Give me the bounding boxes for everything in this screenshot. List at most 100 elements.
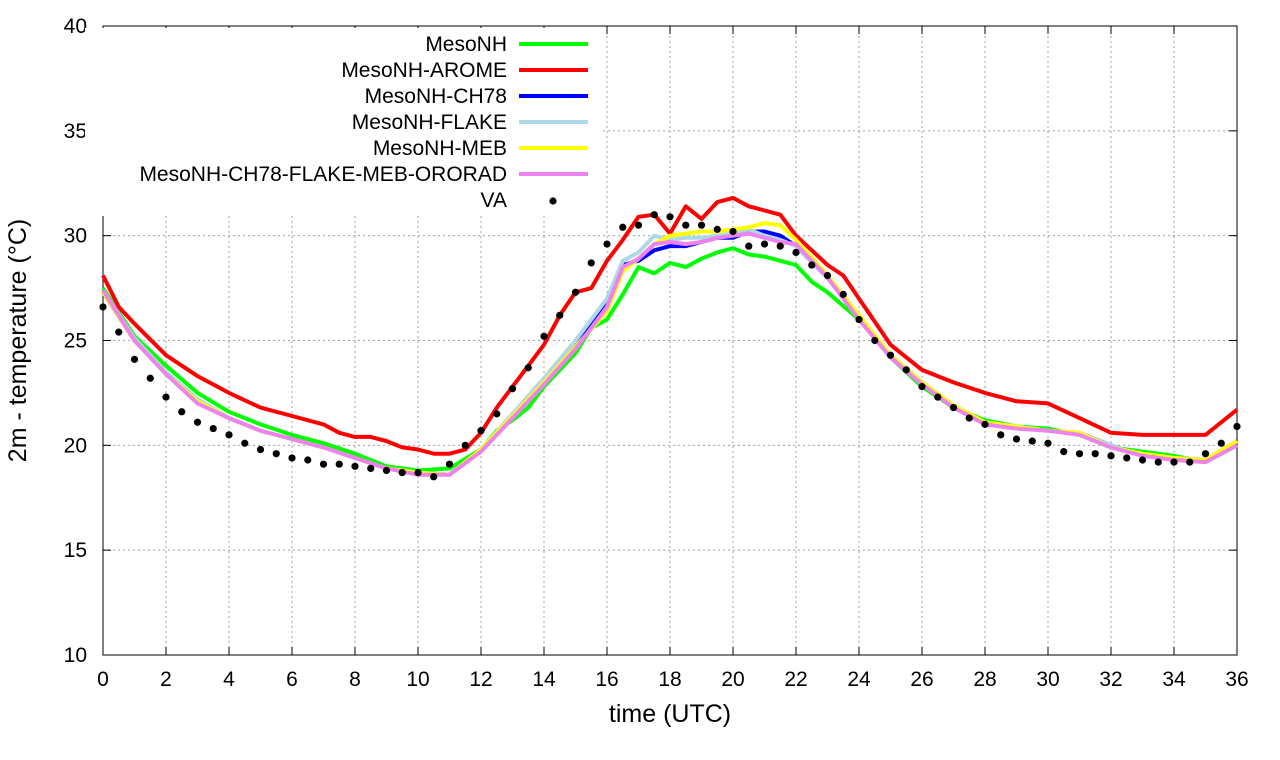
x-tick-label: 6 (286, 668, 298, 691)
series-va (99, 211, 1241, 481)
x-tick-label: 2 (160, 668, 172, 691)
data-point (556, 311, 564, 319)
y-tick-label: 40 (64, 15, 87, 38)
series-line (101, 195, 1239, 456)
data-point (414, 468, 422, 477)
data-point (839, 290, 847, 298)
y-tick-label: 20 (64, 434, 87, 457)
data-point (934, 393, 942, 401)
series-layer (99, 195, 1241, 481)
data-point (493, 410, 501, 418)
data-point (508, 385, 517, 393)
y-axis-title: 2m - temperature (°C) (4, 219, 32, 462)
data-point (1060, 448, 1068, 456)
data-point (130, 355, 139, 363)
x-tick-label: 14 (532, 668, 556, 691)
data-point (288, 454, 296, 462)
x-tick-label: 12 (469, 668, 492, 691)
data-point (99, 303, 107, 311)
data-point (666, 213, 674, 221)
data-point (619, 223, 627, 231)
data-point (1138, 456, 1147, 464)
x-tick-label: 30 (1036, 668, 1059, 691)
data-point (1107, 452, 1115, 460)
x-tick-label: 22 (784, 668, 807, 691)
data-point (981, 420, 989, 428)
data-point (1123, 454, 1131, 462)
data-point (241, 439, 249, 447)
data-point (367, 464, 375, 472)
x-tick-label: 4 (223, 668, 235, 691)
legend-label: VA (481, 189, 507, 212)
data-point (587, 259, 595, 267)
data-point (1170, 458, 1178, 466)
x-tick-label: 10 (406, 668, 429, 691)
y-tick-label: 10 (64, 644, 87, 667)
data-point (1186, 458, 1194, 466)
data-point (351, 462, 359, 470)
legend-label: MesoNH-CH78 (365, 85, 507, 108)
data-point (792, 248, 800, 257)
data-point (115, 328, 123, 336)
y-tick-label: 15 (64, 539, 87, 562)
data-point (319, 460, 328, 468)
data-point (571, 288, 580, 296)
x-tick-label: 36 (1225, 668, 1248, 691)
data-point (697, 221, 706, 229)
legend-label: MesoNH-CH78-FLAKE-MEB-ORORAD (139, 163, 507, 186)
data-point (918, 383, 926, 391)
series-mesonh-ch78-flake-meb-ororad (101, 231, 1238, 477)
data-point (634, 221, 643, 229)
data-point (461, 441, 469, 449)
legend-label: MesoNH (425, 33, 507, 56)
data-point (729, 227, 737, 236)
data-point (178, 408, 186, 416)
data-point (146, 374, 154, 382)
data-point (1012, 435, 1021, 443)
x-tick-label: 8 (349, 668, 361, 691)
data-point (1201, 450, 1210, 458)
data-point (524, 364, 532, 372)
x-tick-label: 16 (595, 668, 618, 691)
data-point (713, 225, 721, 233)
data-point (760, 240, 769, 248)
data-point (603, 240, 611, 248)
data-point (997, 431, 1005, 439)
legend: MesoNH MesoNH-AROME MesoNH-CH78 MesoNH-FLAK… (85, 28, 600, 216)
data-point (398, 468, 406, 477)
data-point (1075, 450, 1084, 458)
data-point (823, 271, 832, 280)
x-axis-title: time (UTC) (609, 700, 731, 728)
y-tick-label: 35 (64, 120, 87, 143)
x-tick-label: 28 (973, 668, 996, 691)
data-point (382, 466, 391, 475)
x-tick-label: 32 (1099, 668, 1122, 691)
data-point (304, 456, 312, 464)
legend-marker (549, 197, 557, 205)
data-point (808, 261, 816, 269)
data-point (335, 460, 343, 468)
legend-label: MesoNH-MEB (373, 137, 507, 160)
x-tick-label: 20 (721, 668, 744, 691)
y-tick-label: 25 (64, 330, 87, 353)
data-point (1154, 458, 1162, 466)
data-point (855, 315, 863, 324)
data-point (430, 473, 438, 481)
legend-label: MesoNH-FLAKE (352, 111, 507, 134)
data-point (225, 431, 233, 439)
data-point (445, 460, 454, 468)
data-point (540, 332, 548, 340)
legend-background (85, 28, 600, 216)
data-point (871, 336, 879, 345)
data-point (682, 221, 690, 229)
x-tick-label: 18 (658, 668, 681, 691)
data-point (776, 242, 784, 250)
x-tick-label: 26 (910, 668, 933, 691)
data-point (650, 211, 658, 219)
data-point (1028, 437, 1036, 445)
data-point (256, 445, 265, 454)
data-point (162, 393, 170, 401)
data-point (886, 351, 895, 359)
data-point (1217, 439, 1225, 447)
